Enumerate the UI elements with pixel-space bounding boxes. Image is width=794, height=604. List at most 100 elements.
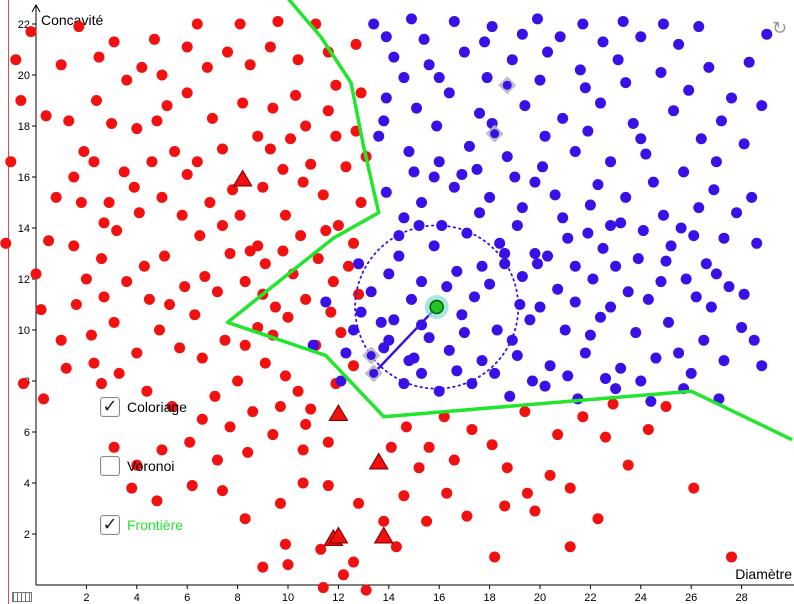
blue-point (597, 36, 609, 48)
blue-point (526, 375, 538, 387)
red-point (55, 59, 67, 71)
red-point (201, 61, 213, 73)
checkbox-coloriage-row[interactable]: ✓ Coloriage (100, 397, 187, 417)
y-tick-label: 18 (18, 121, 30, 133)
red-point (257, 561, 269, 573)
voronoi-checkbox[interactable] (100, 456, 120, 476)
red-point (108, 316, 120, 328)
blue-point (577, 18, 589, 30)
red-point (121, 74, 133, 86)
red-point (461, 510, 473, 522)
checkbox-voronoi-row[interactable]: Voronoi (100, 456, 174, 476)
red-point (642, 423, 654, 435)
blue-point (516, 270, 528, 282)
red-point (340, 161, 352, 173)
red-point (121, 276, 133, 288)
red-point (297, 444, 309, 456)
refresh-icon[interactable]: ↻ (772, 18, 788, 39)
red-point (148, 33, 160, 45)
blue-point (718, 355, 730, 367)
red-triangle (328, 403, 349, 422)
blue-point (635, 31, 647, 43)
red-point (398, 490, 410, 502)
blue-point (504, 390, 516, 402)
blue-point (640, 148, 652, 160)
blue-point (710, 268, 722, 280)
red-point (378, 515, 390, 527)
red-point (156, 444, 168, 456)
blue-point (594, 311, 606, 323)
blue-point (463, 140, 475, 152)
blue-point (388, 314, 400, 326)
x-tick-label: 4 (134, 592, 140, 604)
red-point (131, 347, 143, 359)
red-point (118, 166, 130, 178)
red-point (174, 342, 186, 354)
blue-point (531, 258, 543, 270)
coloriage-checkbox[interactable]: ✓ (100, 397, 120, 417)
blue-point (605, 156, 617, 168)
red-point (159, 250, 171, 262)
blue-point (605, 219, 617, 231)
red-point (80, 273, 92, 285)
grid-icon[interactable] (12, 592, 32, 602)
frontiere-checkbox[interactable]: ✓ (100, 515, 120, 535)
blue-point (499, 248, 511, 259)
x-tick-label: 16 (433, 592, 445, 604)
blue-point (642, 293, 654, 305)
red-point (85, 329, 97, 341)
blue-point (368, 18, 380, 30)
blue-point (612, 54, 624, 66)
red-point (156, 69, 168, 81)
blue-point (436, 219, 448, 231)
frontiere-label: Frontière (127, 517, 184, 533)
blue-point (582, 125, 594, 137)
blue-point (673, 38, 685, 50)
blue-point (605, 301, 617, 313)
blue-point (635, 133, 647, 145)
red-point (330, 79, 342, 91)
blue-point (587, 273, 599, 285)
blue-point (678, 166, 690, 178)
blue-point (738, 288, 750, 300)
red-point (529, 505, 541, 517)
red-point (90, 95, 102, 106)
blue-point (416, 367, 428, 379)
red-point (332, 219, 344, 231)
blue-point (443, 344, 455, 356)
blue-point (514, 299, 526, 310)
red-point (68, 171, 80, 183)
red-point (222, 46, 234, 58)
blue-point (474, 207, 486, 219)
diamond-core-point (366, 351, 376, 360)
blue-point (594, 97, 606, 109)
blue-point (738, 138, 750, 150)
blue-point (484, 191, 496, 203)
red-point (277, 245, 289, 257)
blue-point (569, 296, 581, 308)
red-point (239, 339, 251, 351)
red-point (564, 541, 576, 553)
red-point (224, 421, 236, 433)
red-point (247, 406, 259, 418)
blue-point (471, 163, 483, 175)
checkbox-frontiere-row[interactable]: ✓ Frontière (100, 515, 183, 535)
blue-point (474, 107, 486, 119)
red-point (552, 429, 564, 441)
blue-point (484, 278, 496, 290)
blue-point (416, 276, 428, 288)
red-point (63, 115, 75, 127)
blue-point (380, 186, 392, 198)
red-point (300, 120, 312, 132)
red-point (592, 513, 604, 525)
red-point (108, 441, 120, 453)
blue-point (428, 240, 440, 252)
blue-point (539, 380, 551, 392)
red-point (726, 551, 738, 563)
blue-point (383, 268, 395, 280)
red-point (211, 286, 223, 298)
red-point (191, 156, 203, 168)
blue-point (620, 77, 632, 89)
